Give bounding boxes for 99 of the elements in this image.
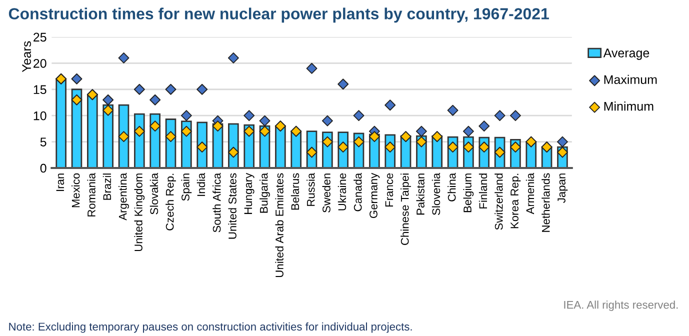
x-tick-label: France (385, 173, 394, 207)
bar (290, 130, 302, 168)
point (306, 146, 318, 158)
x-tick-label: Finland (478, 174, 488, 208)
point (244, 126, 255, 137)
x-tick-label: Slovenia (432, 172, 440, 215)
point (102, 94, 114, 106)
x-tick-label: Slovakia (150, 172, 158, 214)
x-tick-label: South Africa (212, 172, 221, 232)
x-tick-label: Iran (56, 174, 64, 191)
point (510, 110, 521, 122)
x-tick-label: Sweden (322, 174, 330, 213)
point (494, 110, 506, 122)
x-tick-label: Pakistan (416, 174, 424, 215)
point (165, 131, 176, 142)
x-tick-label: United States (228, 173, 236, 239)
point (150, 94, 161, 106)
point (196, 142, 208, 153)
point (102, 104, 114, 116)
point (150, 120, 161, 132)
point (244, 110, 255, 122)
point (384, 100, 396, 111)
y-tick-label: 25 (34, 32, 46, 42)
y-tick-label: 20 (34, 58, 46, 68)
y-axis-title: Years (22, 41, 31, 72)
bar (71, 88, 82, 168)
x-tick-label: India (196, 172, 206, 196)
bar (87, 94, 98, 168)
point (447, 104, 458, 116)
chart-title: Construction times for new nuclear power plants by country, 1967-2021 (8, 8, 549, 23)
x-tick-label: Ukraine (338, 173, 346, 210)
x-tick-label: Brazil (102, 174, 112, 200)
point (556, 146, 568, 158)
point (118, 52, 130, 64)
legend-label: Minimum (604, 102, 654, 111)
point (259, 126, 270, 137)
point (322, 115, 333, 126)
point (384, 142, 396, 153)
bar (56, 78, 66, 168)
point (228, 52, 239, 64)
x-tick-label: Armenia (526, 172, 534, 214)
x-tick-label: United Arab Emirates (275, 173, 284, 277)
point (71, 73, 82, 84)
point (368, 131, 380, 142)
point (462, 142, 474, 153)
point (478, 142, 490, 153)
point (306, 62, 318, 74)
point (196, 84, 208, 95)
x-tick-label: Spain (181, 174, 192, 201)
x-tick-label: Germany (370, 172, 380, 218)
x-tick-label: Hungary (244, 172, 254, 214)
x-tick-label: Belgium (463, 174, 474, 212)
point (118, 131, 130, 142)
y-tick-label: 15 (34, 85, 46, 94)
bar (275, 125, 286, 168)
x-tick-label: Mexico (72, 173, 80, 208)
point (322, 136, 333, 148)
x-tick-label: Korea Rep. (510, 174, 521, 228)
point (462, 126, 474, 137)
x-tick-label: Russia (306, 172, 315, 206)
point (447, 142, 458, 153)
x-tick-label: Argentina (118, 172, 129, 220)
x-tick-label: Czech Rep. (166, 174, 176, 230)
point (478, 120, 490, 132)
y-tick-label: 5 (40, 138, 46, 146)
text: IEA. All rights reserved. (564, 300, 678, 311)
point (494, 146, 506, 158)
point (556, 136, 568, 148)
point (180, 126, 192, 137)
x-tick-label: Canada (354, 172, 362, 212)
point (510, 142, 521, 153)
text: Note: Excluding temporary pauses on construction activities for individual projects. (9, 322, 412, 333)
point (212, 120, 224, 132)
y-tick-label: 0 (40, 164, 46, 173)
point (353, 136, 364, 148)
x-tick-label: Switzerland (494, 174, 503, 230)
legend-label: Average (603, 48, 650, 60)
y-tick-label: 10 (34, 111, 46, 120)
x-tick-label: Belarus (290, 173, 300, 210)
point (134, 84, 145, 95)
x-tick-label: Bulgaria (260, 172, 270, 213)
x-tick-label: Netherlands (542, 173, 550, 232)
x-tick-label: Romania (87, 172, 96, 216)
x-tick-label: China (448, 172, 456, 202)
point (180, 110, 192, 122)
point (416, 126, 427, 137)
point (134, 126, 145, 137)
point (416, 136, 427, 148)
x-tick-label: Japan (558, 174, 568, 203)
point (338, 78, 349, 90)
point (259, 115, 270, 126)
x-tick-label: United Kingdom (134, 174, 145, 252)
legend-label: Maximum (604, 74, 657, 84)
point (228, 146, 239, 158)
x-tick-label: Chinese Taipei (400, 174, 411, 245)
point (353, 110, 364, 122)
point (338, 142, 349, 153)
point (165, 84, 176, 95)
point (71, 94, 82, 106)
